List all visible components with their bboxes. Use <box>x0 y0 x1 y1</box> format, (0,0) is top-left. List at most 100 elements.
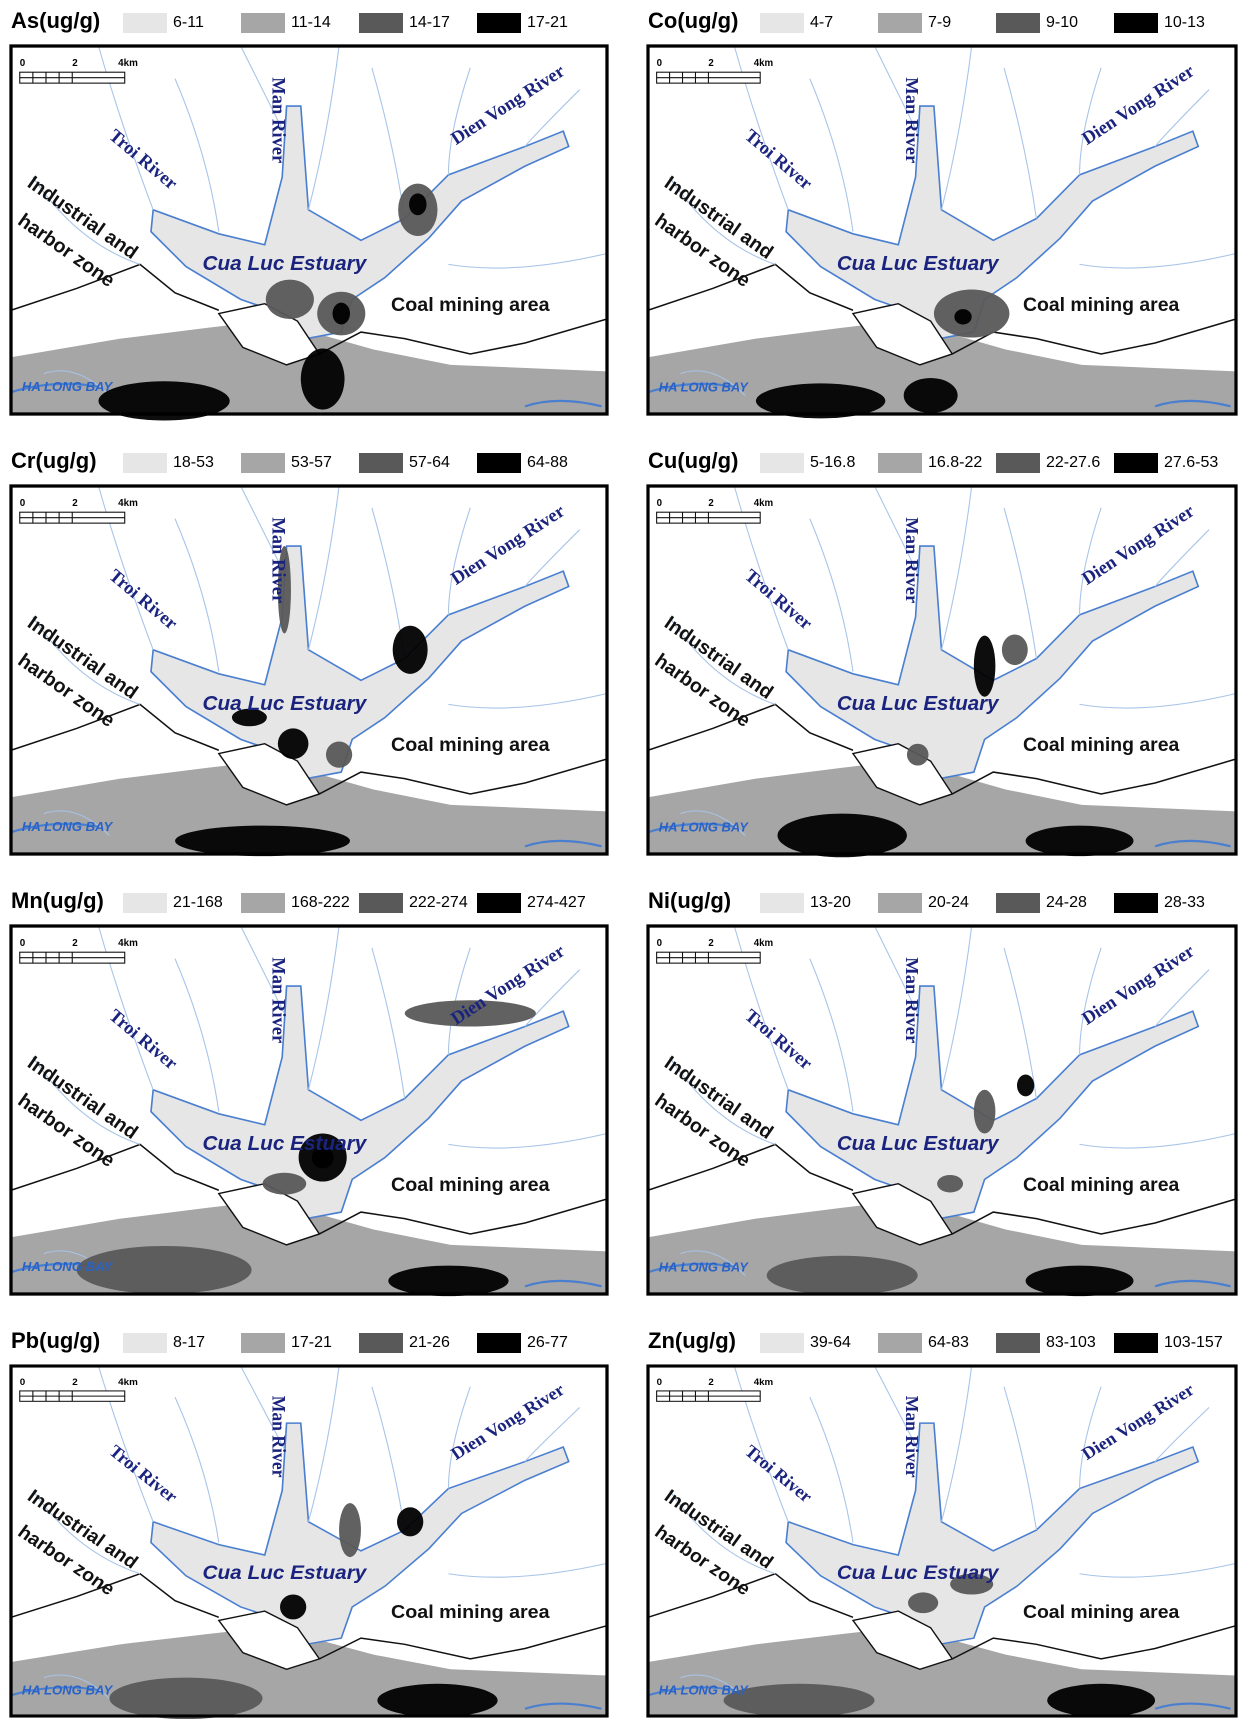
legend-label: 16.8-22 <box>928 454 982 471</box>
legend-label: 20-24 <box>928 894 969 911</box>
concentration-zone <box>1016 1074 1035 1097</box>
legend-label: 64-88 <box>527 454 568 471</box>
concentration-zone <box>954 309 972 325</box>
map-frame <box>646 44 1238 416</box>
panel-title: Cu(ug/g) <box>648 448 738 473</box>
map-frame <box>646 1364 1238 1718</box>
legend-label: 8-17 <box>173 1334 205 1351</box>
concentration-zone <box>98 381 230 421</box>
map-frame <box>9 1364 609 1718</box>
estuary-label: Cua Luc Estuary <box>202 1132 367 1155</box>
scale-label: 4km <box>754 938 774 949</box>
river-label: Man River <box>902 957 922 1043</box>
panel-title: Pb(ug/g) <box>11 1328 100 1353</box>
concentration-zone <box>175 825 351 857</box>
bay-label: HA LONG BAY <box>659 819 749 834</box>
zone-label: Coal mining area <box>391 294 551 316</box>
legend-label: 17-21 <box>527 14 568 31</box>
map-panel: Cu(ug/g) 5-16.8 16.8-22 22-27.6 27.6-53 0 2 4km… <box>646 448 1238 858</box>
concentration-zone <box>903 377 958 413</box>
scale-label: 0 <box>20 938 26 949</box>
map-frame <box>646 924 1238 1296</box>
concentration-zone <box>404 1000 536 1027</box>
legend-swatch <box>1114 453 1158 473</box>
legend-swatch <box>241 453 285 473</box>
concentration-zone <box>277 728 309 759</box>
estuary-label: Cua Luc Estuary <box>837 1132 1000 1155</box>
concentration-zone <box>1025 1265 1134 1297</box>
scale-label: 4km <box>754 498 774 509</box>
concentration-zone <box>231 708 267 727</box>
legend-label: 83-103 <box>1046 1334 1096 1351</box>
zone-label: Coal mining area <box>1023 1602 1180 1623</box>
bay-label: HA LONG BAY <box>22 819 114 834</box>
legend-label: 24-28 <box>1046 894 1087 911</box>
legend-swatch <box>359 13 403 33</box>
panel-title: Co(ug/g) <box>648 8 738 33</box>
legend-label: 18-53 <box>173 454 214 471</box>
legend-swatch <box>1114 1333 1158 1353</box>
legend-label: 6-11 <box>173 14 204 31</box>
zone-label: Coal mining area <box>1023 734 1179 756</box>
zone-label: Coal mining area <box>1023 1174 1179 1196</box>
legend-label: 21-168 <box>173 894 223 911</box>
scale-label: 4km <box>118 58 138 69</box>
scale-label: 2 <box>72 938 78 949</box>
scale-label: 2 <box>72 58 78 69</box>
scale-label: 0 <box>20 58 26 69</box>
concentration-zone <box>409 193 427 216</box>
legend-label: 9-10 <box>1046 14 1078 31</box>
concentration-zone <box>755 383 886 419</box>
scale-label: 2 <box>72 1377 77 1388</box>
legend-swatch <box>241 13 285 33</box>
legend-swatch <box>123 893 167 913</box>
concentration-zone <box>265 279 314 319</box>
map-frame <box>9 44 609 416</box>
legend-swatch <box>996 453 1040 473</box>
legend-swatch <box>878 893 922 913</box>
concentration-zone <box>311 1146 334 1169</box>
legend-label: 13-20 <box>810 894 851 911</box>
legend-swatch <box>996 1333 1040 1353</box>
panel-title: Zn(ug/g) <box>648 1328 736 1353</box>
concentration-zone <box>937 1174 964 1193</box>
scale-label: 0 <box>657 938 663 949</box>
legend-label: 11-14 <box>291 14 331 31</box>
legend-swatch <box>996 13 1040 33</box>
legend-swatch <box>359 1333 403 1353</box>
concentration-zone <box>377 1683 498 1718</box>
panel-title: Mn(ug/g) <box>11 888 104 913</box>
scale-label: 0 <box>20 498 26 509</box>
legend-label: 27.6-53 <box>1164 454 1218 471</box>
legend-swatch <box>760 893 804 913</box>
legend-swatch <box>123 453 167 473</box>
legend-swatch <box>123 13 167 33</box>
bay-label: HA LONG BAY <box>659 1259 749 1274</box>
concentration-zone <box>1047 1683 1156 1718</box>
scale-label: 2 <box>708 58 714 69</box>
legend-label: 28-33 <box>1164 894 1205 911</box>
scale-label: 4km <box>118 938 138 949</box>
legend-swatch <box>1114 893 1158 913</box>
concentration-zone <box>973 635 996 697</box>
bay-label: HA LONG BAY <box>22 1683 114 1698</box>
scale-label: 0 <box>657 498 663 509</box>
legend-label: 5-16.8 <box>810 454 855 471</box>
legend-swatch <box>878 1333 922 1353</box>
concentration-zone <box>280 1594 307 1620</box>
river-label: Man River <box>267 517 288 603</box>
map-frame <box>9 484 609 856</box>
legend-label: 64-83 <box>928 1334 969 1351</box>
concentration-zone <box>1001 634 1028 666</box>
scale-label: 2 <box>708 498 714 509</box>
map-panel: Mn(ug/g) 21-168 168-222 222-274 274-427 0 2 4km… <box>9 888 609 1297</box>
legend-label: 17-21 <box>291 1334 332 1351</box>
estuary-label: Cua Luc Estuary <box>837 1562 1001 1584</box>
legend-swatch <box>996 893 1040 913</box>
